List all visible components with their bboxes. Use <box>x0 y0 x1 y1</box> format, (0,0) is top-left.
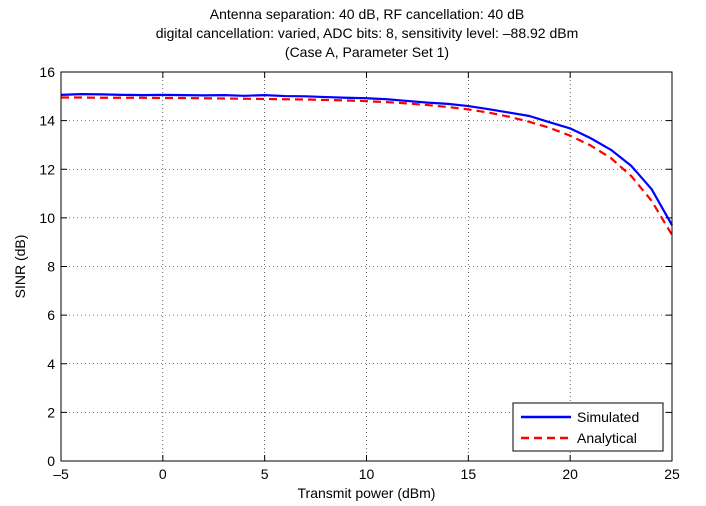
y-tick-labels: 0 2 4 6 8 10 12 14 16 <box>39 64 55 469</box>
x-tick-labels: –5 0 5 10 15 20 25 <box>53 466 680 482</box>
series-layer <box>60 93 673 236</box>
x-tick-label: –5 <box>53 466 69 482</box>
y-tick-label: 12 <box>39 161 55 177</box>
y-tick-label: 0 <box>47 453 55 469</box>
legend-label-simulated: Simulated <box>577 409 639 425</box>
series-line-simulated <box>60 93 673 226</box>
chart-title: Antenna separation: 40 dB, RF cancellati… <box>156 6 579 60</box>
title-line-1: Antenna separation: 40 dB, RF cancellati… <box>210 6 524 22</box>
y-tick-label: 14 <box>39 113 55 129</box>
x-tick-label: 15 <box>461 466 477 482</box>
y-tick-label: 4 <box>47 356 55 372</box>
legend-label-analytical: Analytical <box>577 430 637 446</box>
x-tick-label: 25 <box>664 466 680 482</box>
series-line-analytical <box>61 96 673 236</box>
plot-frame <box>60 71 673 462</box>
x-axis-label: Transmit power (dBm) <box>298 485 436 501</box>
y-tick-label: 8 <box>47 259 55 275</box>
x-tick-label: 10 <box>359 466 375 482</box>
x-tick-label: 0 <box>159 466 167 482</box>
legend-box <box>512 402 664 452</box>
title-line-3: (Case A, Parameter Set 1) <box>285 44 449 60</box>
y-tick-label: 10 <box>39 210 55 226</box>
y-tick-label: 6 <box>47 307 55 323</box>
x-tick-label: 5 <box>261 466 269 482</box>
y-tick-label: 16 <box>39 64 55 80</box>
legend: Simulated Analytical <box>512 402 664 452</box>
title-line-2: digital cancellation: varied, ADC bits: … <box>156 25 579 41</box>
x-tick-label: 20 <box>562 466 578 482</box>
y-tick-label: 2 <box>47 404 55 420</box>
y-axis-label: SINR (dB) <box>12 235 28 299</box>
